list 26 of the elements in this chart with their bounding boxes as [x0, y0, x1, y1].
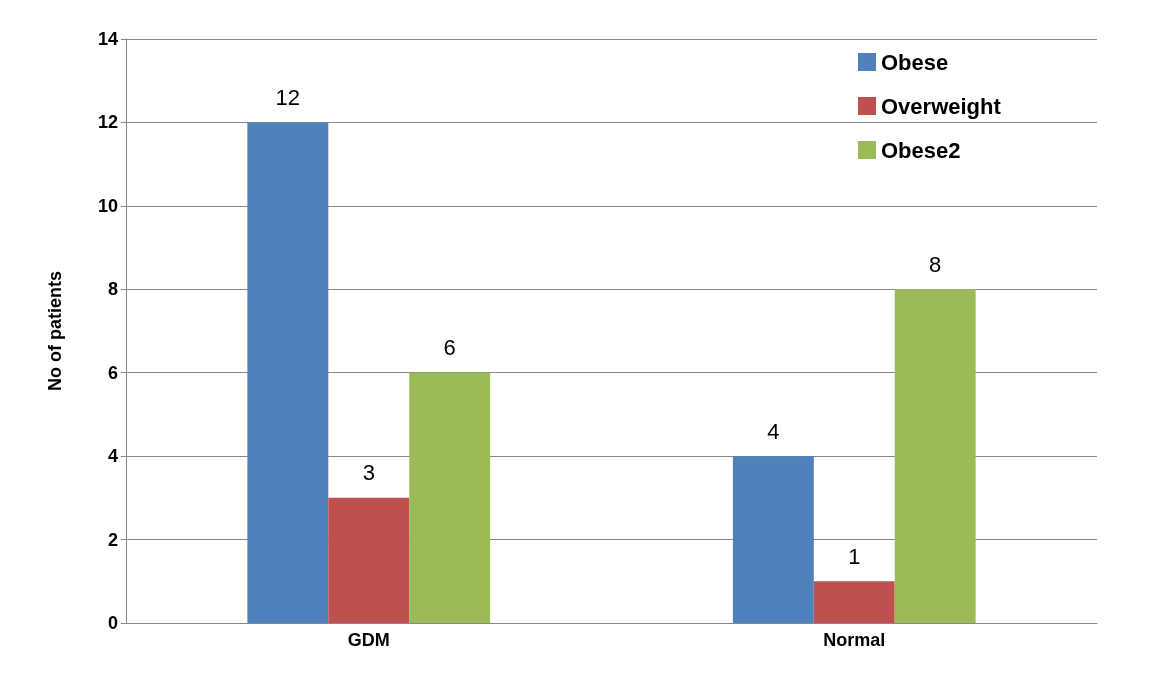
data-label: 12 [275, 84, 301, 110]
y-axis-title: No of patients [45, 271, 65, 391]
y-tick-label: 12 [97, 112, 118, 133]
bar [813, 581, 895, 623]
x-tick-label: GDM [347, 630, 390, 650]
data-label: 4 [767, 418, 780, 444]
legend-label: Overweight [881, 93, 1002, 119]
y-tick-label: 10 [97, 195, 118, 216]
y-tick-label: 0 [107, 613, 118, 633]
bar [328, 497, 410, 623]
legend-label: Obese [881, 49, 949, 75]
data-label: 3 [362, 460, 375, 486]
data-label: 6 [443, 335, 456, 361]
x-tick-label: Normal [823, 630, 886, 650]
y-tick-label: 4 [107, 446, 118, 467]
bar [894, 289, 976, 623]
y-tick-label: 8 [107, 279, 118, 300]
bar [732, 456, 814, 623]
data-label: 8 [929, 251, 942, 277]
bar [409, 372, 491, 623]
data-label: 1 [848, 543, 861, 569]
y-tick-label: 6 [107, 362, 118, 383]
bar [247, 122, 329, 623]
y-tick-label: 2 [107, 529, 118, 550]
legend-label: Obese2 [881, 137, 961, 163]
y-tick-label: 14 [97, 29, 118, 49]
